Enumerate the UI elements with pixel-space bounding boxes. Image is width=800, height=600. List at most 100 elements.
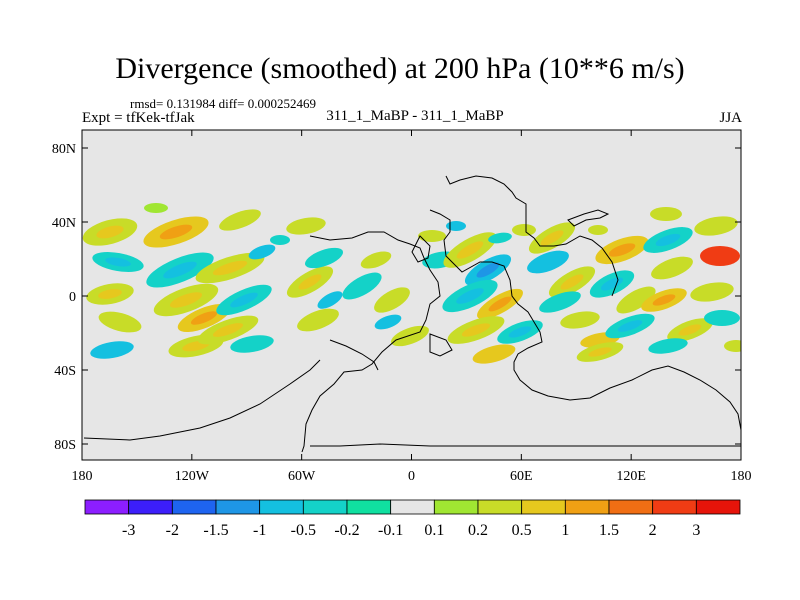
colorbar-label: -0.1: [378, 522, 403, 539]
divergence-contour: [342, 272, 382, 300]
colorbar-swatch: [695, 499, 741, 515]
divergence-contour-core: [169, 292, 203, 308]
divergence-contour-core: [163, 261, 197, 279]
lat-tick-label: 40S: [54, 364, 76, 379]
plot-title: Divergence (smoothed) at 200 hPa (10**6 …: [115, 52, 685, 85]
divergence-contour-core: [456, 241, 484, 259]
divergence-contour: [724, 340, 741, 352]
divergence-contour-core: [159, 224, 193, 240]
divergence-contour: [588, 225, 608, 235]
colorbar-swatch: [564, 499, 610, 515]
divergence-contour-core: [96, 225, 124, 239]
colorbar-swatch: [608, 499, 654, 515]
colorbar-label: 2: [649, 522, 657, 539]
divergence-contour: [144, 203, 168, 213]
divergence-contour-core: [588, 347, 612, 357]
stats-text: rmsd= 0.131984 diff= 0.000252469: [130, 96, 316, 111]
divergence-contour: [391, 325, 429, 347]
colorbar-swatch: [521, 499, 566, 515]
divergence-contour: [648, 338, 688, 354]
divergence-contour-core: [456, 288, 484, 304]
divergence-contour: [539, 291, 581, 313]
lat-tick-label: 80N: [52, 142, 76, 157]
divergence-contour: [90, 341, 134, 359]
colorbar-label: 0.1: [424, 522, 444, 539]
lon-tick-label: 180: [731, 469, 752, 484]
lon-tick-label: 120W: [175, 469, 210, 484]
divergence-contour: [374, 287, 410, 313]
divergence-contour: [305, 247, 343, 269]
colorbar-label: -2: [166, 522, 179, 539]
colorbar-swatch: [215, 499, 261, 515]
divergence-contour: [488, 232, 512, 244]
divergence-contour-core: [540, 230, 564, 246]
divergence-contour-core: [212, 323, 244, 337]
colorbar-swatch: [433, 499, 479, 515]
divergence-contour-core: [212, 260, 248, 276]
lat-tick-label: 0: [69, 290, 76, 305]
colorbar-swatch: [302, 499, 348, 515]
colorbar-swatch: [171, 499, 217, 515]
divergence-contour: [360, 251, 392, 269]
lat-tick-label: 40N: [52, 216, 76, 231]
colorbar-swatch: [652, 499, 697, 515]
divergence-contour: [219, 209, 261, 231]
divergence-contour: [418, 230, 446, 242]
lon-tick-label: 60W: [288, 469, 316, 484]
colorbar-swatch: [128, 499, 173, 515]
divergence-contour: [230, 335, 274, 353]
divergence-contour: [616, 286, 656, 314]
divergence-field: [82, 175, 741, 453]
divergence-contour-core: [652, 294, 676, 306]
longitude-axis: 180 120W 60W 0 60E 120E 180: [72, 130, 752, 484]
divergence-contour: [651, 256, 693, 280]
divergence-contour-core: [508, 326, 532, 338]
colorbar-label: -1.5: [203, 522, 228, 539]
colorbar-label: -0.5: [291, 522, 316, 539]
lon-tick-label: 180: [72, 469, 93, 484]
divergence-contour-core: [190, 311, 218, 325]
lon-tick-label: 60E: [510, 469, 533, 484]
divergence-contour: [98, 311, 142, 333]
divergence-contour: [704, 310, 740, 326]
colorbar-label: -3: [122, 522, 135, 539]
divergence-contour-core: [476, 262, 500, 278]
colorbar-swatch: [390, 499, 435, 515]
divergence-contour-core: [617, 320, 643, 332]
divergence-contour-core: [560, 274, 584, 290]
divergence-contour: [446, 221, 466, 231]
divergence-contour: [317, 291, 343, 309]
colorbar-label: -1: [253, 522, 266, 539]
experiment-label: Expt = tfKek-tfJak: [82, 110, 195, 126]
colorbar-label: 3: [692, 522, 700, 539]
colorbar-label: 1.5: [599, 522, 619, 539]
divergence-contour-core: [98, 289, 122, 299]
divergence-contour: [248, 244, 276, 260]
divergence-contour: [270, 235, 290, 245]
divergence-contour: [472, 344, 516, 364]
divergence-contour-core: [461, 323, 491, 337]
divergence-contour: [527, 250, 569, 274]
divergence-contour: [690, 282, 734, 302]
divergence-contour: [560, 311, 600, 329]
run-label: 311_1_MaBP - 311_1_MaBP: [326, 108, 504, 124]
divergence-contour: [694, 216, 738, 236]
colorbar-label: -0.2: [334, 522, 359, 539]
colorbar-swatch: [84, 499, 130, 515]
colorbar-label: 1: [561, 522, 569, 539]
divergence-contour-core: [655, 233, 681, 247]
divergence-contour: [297, 308, 339, 332]
divergence-contour-core: [298, 274, 322, 290]
divergence-contour-core: [608, 243, 636, 257]
lon-tick-label: 120E: [616, 469, 646, 484]
lon-tick-label: 0: [408, 469, 415, 484]
lat-tick-label: 80S: [54, 438, 76, 453]
divergence-contour-core: [105, 257, 131, 267]
divergence-contour: [374, 314, 402, 330]
colorbar-swatch: [477, 499, 523, 515]
divergence-contour-core: [488, 296, 512, 312]
latitude-axis: 80N 40N 0 40S 80S: [52, 142, 741, 453]
colorbar-swatch: [346, 499, 392, 515]
divergence-contour: [286, 217, 326, 235]
